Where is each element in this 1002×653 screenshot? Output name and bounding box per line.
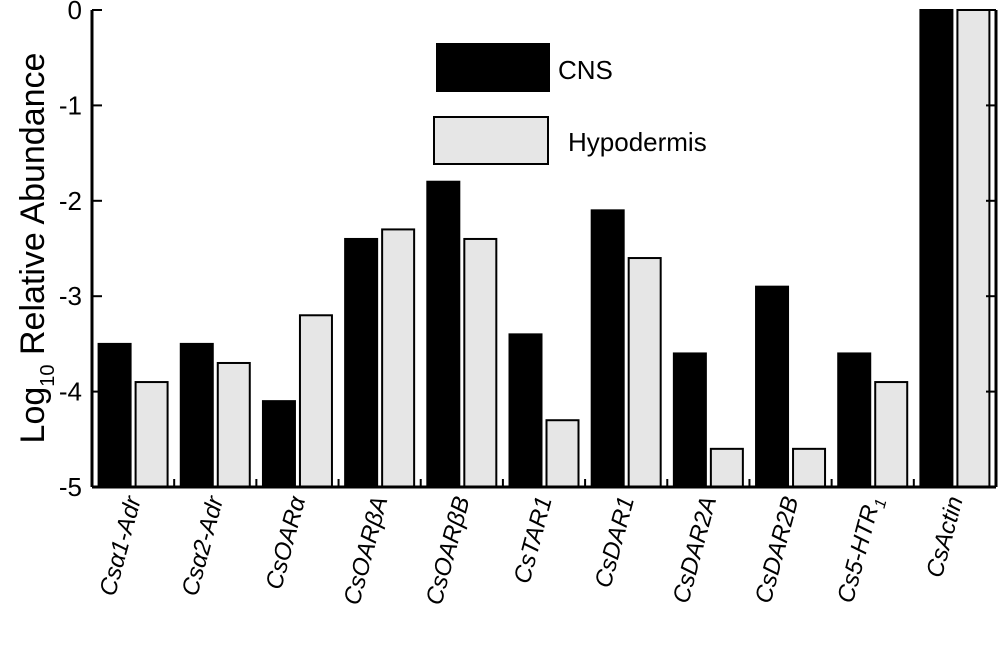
x-tick-label-text: CsOARβA — [339, 494, 394, 608]
bar-cns-3 — [344, 237, 379, 488]
bar-hypodermis-0 — [134, 381, 169, 488]
bar-cns-6 — [590, 209, 625, 488]
y-tick-label-2: -2 — [59, 186, 82, 216]
bar-cns-8 — [755, 285, 790, 488]
bar-hypodermis-7 — [709, 447, 744, 488]
y-tick-label-0: 0 — [68, 0, 82, 25]
bar-cns-4 — [426, 180, 461, 488]
y-tick-label-5: -5 — [59, 472, 82, 502]
legend: CNS Hypodermis — [433, 43, 707, 165]
x-tick-label-text: CsDAR2B — [750, 494, 804, 607]
bar-cns-0 — [97, 342, 132, 488]
bar-hypodermis-8 — [792, 447, 827, 488]
bar-hypodermis-3 — [381, 228, 416, 488]
x-tick-label-text: Cs5-HTR — [832, 502, 884, 606]
y-tick-label-1: -1 — [59, 90, 82, 120]
legend-swatch-hypodermis — [433, 116, 549, 165]
bars-group — [97, 9, 991, 489]
legend-swatch-cns — [436, 43, 550, 92]
y-tick-label-4: -4 — [59, 377, 82, 407]
bar-cns-2 — [261, 400, 296, 489]
x-tick-label-text: Csα2-Adr — [177, 493, 230, 599]
bar-hypodermis-10 — [956, 9, 991, 488]
x-tick-label-text: CsTAR1 — [509, 494, 558, 587]
y-axis-label-rest: Relative Abundance — [14, 53, 52, 365]
bar-cns-7 — [672, 352, 707, 488]
bar-hypodermis-5 — [545, 419, 580, 488]
x-tick-label-8: CsDAR2B — [750, 494, 804, 607]
bar-hypodermis-2 — [298, 314, 333, 488]
x-tick-label-text: CsOARα — [261, 492, 312, 592]
y-axis-label: Log10 Relative Abundance — [14, 53, 59, 444]
y-axis-label-main: Log — [14, 387, 52, 444]
x-tick-label-10: CsActin — [921, 494, 968, 581]
legend-label-cns: CNS — [558, 55, 613, 85]
bar-cns-5 — [508, 333, 543, 488]
x-tick-label-6: CsDAR1 — [590, 494, 640, 591]
bar-cns-9 — [837, 352, 872, 488]
y-tick-label-3: -3 — [59, 281, 82, 311]
x-tick-label-subscript: 1 — [872, 497, 891, 510]
x-tick-label-3: CsOARβA — [339, 494, 394, 608]
x-tick-label-4: CsOARβB — [421, 494, 476, 608]
x-tick-label-5: CsTAR1 — [509, 494, 558, 587]
bar-hypodermis-6 — [627, 257, 662, 489]
legend-label-hypodermis: Hypodermis — [568, 127, 707, 157]
x-tick-label-1: Csα2-Adr — [177, 493, 230, 599]
bar-hypodermis-4 — [463, 237, 498, 488]
x-tick-label-text: CsOARβB — [421, 494, 476, 608]
x-tick-label-2: CsOARα — [261, 492, 312, 592]
x-tick-label-text: CsDAR1 — [590, 494, 640, 591]
bar-hypodermis-1 — [216, 361, 251, 489]
y-axis-label-subscript: 10 — [37, 364, 59, 386]
x-tick-label-text: CsActin — [921, 494, 968, 581]
x-tick-label-0: Csα1-Adr — [94, 493, 147, 599]
x-tick-label-7: CsDAR2A — [668, 494, 722, 607]
bar-hypodermis-9 — [874, 381, 909, 488]
x-tick-label-text: Csα1-Adr — [94, 493, 147, 599]
bar-cns-10 — [919, 9, 954, 488]
x-tick-label-text: CsDAR2A — [668, 494, 722, 607]
bar-cns-1 — [179, 342, 214, 488]
x-tick-label-9: Cs5-HTR1 — [832, 494, 890, 607]
